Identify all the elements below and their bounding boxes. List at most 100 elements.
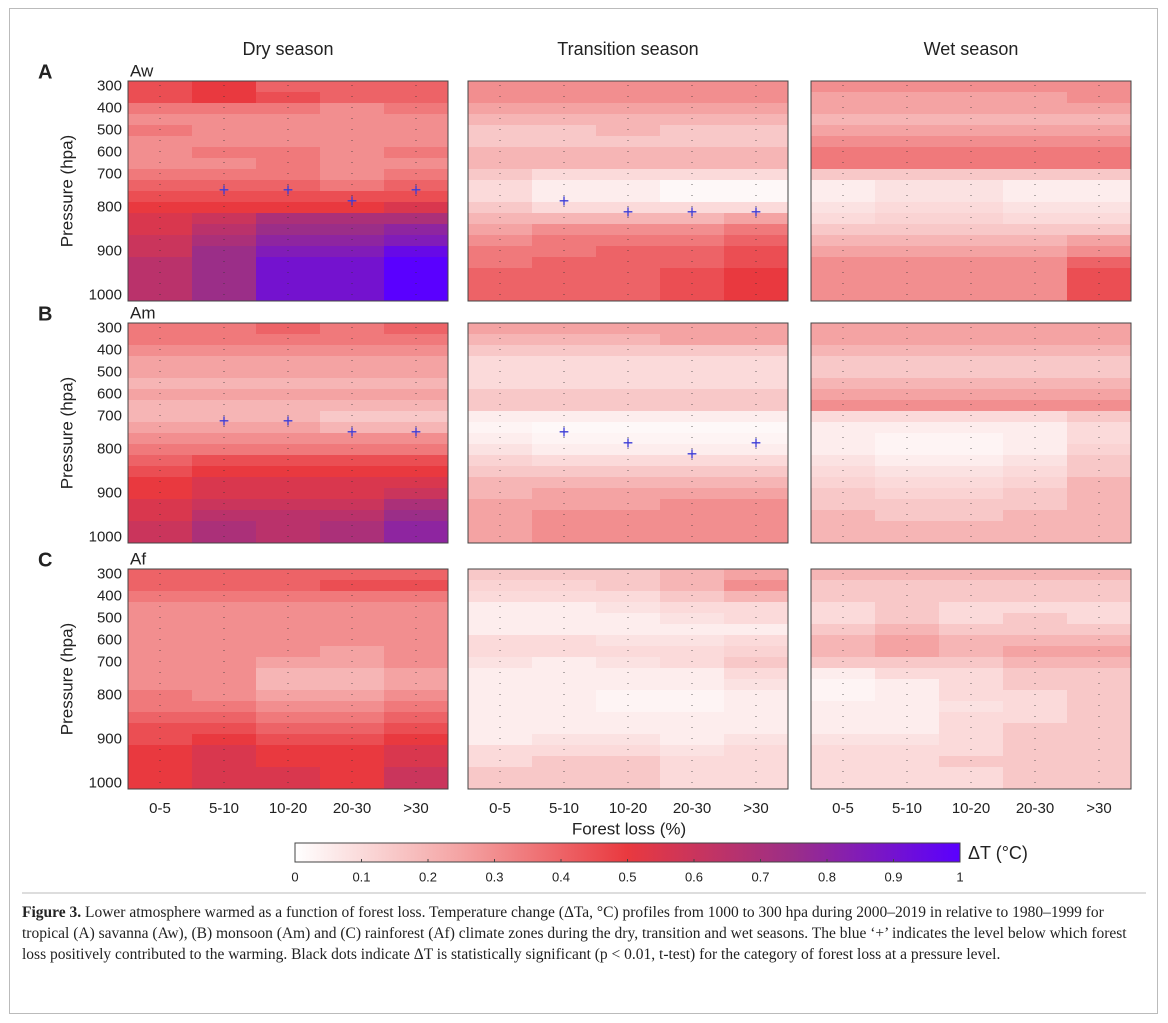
- caption-label: Figure 3.: [22, 904, 82, 921]
- heatmap-cell: [532, 235, 597, 247]
- y-tick-label: 300: [97, 319, 122, 336]
- heatmap-cell: [660, 114, 725, 126]
- heatmap-cell: [660, 246, 725, 258]
- heatmap-cell: [192, 103, 257, 115]
- y-tick-label: 700: [97, 407, 122, 424]
- heatmap-cell: [596, 180, 661, 192]
- heatmap-cell: [1003, 114, 1068, 126]
- heatmap-cell: [192, 125, 257, 137]
- heatmap-cell: [256, 521, 321, 533]
- heatmap-cell: [128, 580, 193, 592]
- plus-marker: +: [751, 202, 762, 222]
- heatmap-cell: [596, 334, 661, 346]
- plus-marker: +: [751, 433, 762, 453]
- colorbar-label: ΔT (°C): [968, 843, 1028, 863]
- heatmap-cell: [1003, 712, 1068, 724]
- heatmap-cell: [320, 334, 385, 346]
- heatmap-cell: [875, 488, 940, 500]
- heatmap-cell: [811, 510, 876, 522]
- heatmap-cell: [128, 499, 193, 511]
- heatmap-cell: [192, 712, 257, 724]
- y-tick-label: 600: [97, 143, 122, 160]
- y-tick-label: 400: [97, 341, 122, 358]
- heatmap-cell: [256, 257, 321, 269]
- heatmap-cell: [192, 635, 257, 647]
- heatmap-cell: [320, 290, 385, 302]
- heatmap-cell: [811, 580, 876, 592]
- heatmap-cell: [811, 745, 876, 757]
- y-tick-label: 500: [97, 363, 122, 380]
- heatmap-cell: [1003, 767, 1068, 779]
- heatmap-cell: [192, 191, 257, 203]
- heatmap-cell: [1003, 734, 1068, 746]
- heatmap-cell: [256, 125, 321, 137]
- heatmap-cell: [468, 224, 533, 236]
- y-tick-label: 600: [97, 385, 122, 402]
- heatmap-cell: [532, 521, 597, 533]
- colorbar-tick-label: 0.5: [618, 869, 636, 884]
- heatmap-cell: [939, 103, 1004, 115]
- heatmap-cell: [811, 268, 876, 280]
- heatmap-cell: [875, 224, 940, 236]
- heatmap-cell: [192, 389, 257, 401]
- heatmap-cell: [1067, 767, 1132, 779]
- heatmap-cell: [320, 103, 385, 115]
- heatmap-cell: [660, 488, 725, 500]
- heatmap-cell: [939, 624, 1004, 636]
- heatmap-panel: + + + +: [467, 322, 789, 544]
- heatmap-cell: [724, 114, 789, 126]
- heatmap-cell: [724, 367, 789, 379]
- heatmap-cell: [875, 268, 940, 280]
- heatmap-cell: [192, 778, 257, 790]
- heatmap-cell: [724, 690, 789, 702]
- heatmap-cell: [596, 147, 661, 159]
- heatmap-cell: [128, 235, 193, 247]
- heatmap-cell: [192, 180, 257, 192]
- heatmap-cell: [875, 213, 940, 225]
- x-tick-label: 10-20: [269, 800, 307, 817]
- heatmap-cell: [384, 411, 449, 423]
- panel-frame: [810, 80, 1132, 302]
- heatmap-cell: [532, 433, 597, 445]
- heatmap-cell: [811, 778, 876, 790]
- heatmap-cell: [875, 580, 940, 592]
- heatmap-cell: [596, 602, 661, 614]
- heatmap-cell: [320, 701, 385, 713]
- heatmap-cell: [128, 510, 193, 522]
- heatmap-cell: [384, 580, 449, 592]
- heatmap-cell: [660, 778, 725, 790]
- heatmap-cell: [1003, 532, 1068, 544]
- heatmap-cell: [320, 591, 385, 603]
- heatmap-cell: [875, 532, 940, 544]
- heatmap-cell: [724, 246, 789, 258]
- heatmap-cell: [320, 778, 385, 790]
- heatmap-cell: [660, 367, 725, 379]
- heatmap-cell: [532, 602, 597, 614]
- heatmap-cell: [660, 745, 725, 757]
- heatmap-cell: [596, 257, 661, 269]
- heatmap-cell: [384, 202, 449, 214]
- heatmap-cell: [128, 345, 193, 357]
- heatmap-cell: [128, 657, 193, 669]
- heatmap-cell: [320, 723, 385, 735]
- heatmap-cell: [320, 444, 385, 456]
- heatmap-cell: [256, 92, 321, 104]
- heatmap-cell: [384, 521, 449, 533]
- heatmap-cell: [256, 114, 321, 126]
- heatmap-cell: [939, 235, 1004, 247]
- heatmap-cell: [468, 734, 533, 746]
- heatmap-cell: [1067, 389, 1132, 401]
- heatmap-cell: [468, 635, 533, 647]
- heatmap-cell: [468, 455, 533, 467]
- x-tick-label: 0-5: [149, 800, 171, 817]
- heatmap-cell: [532, 180, 597, 192]
- heatmap-cell: [939, 136, 1004, 148]
- heatmap-cell: [939, 147, 1004, 159]
- heatmap-cell: [660, 646, 725, 658]
- heatmap-cell: [532, 257, 597, 269]
- heatmap-cell: [256, 180, 321, 192]
- heatmap-cell: [875, 521, 940, 533]
- heatmap-cell: [596, 367, 661, 379]
- heatmap-cell: [939, 169, 1004, 181]
- heatmap-cell: [192, 521, 257, 533]
